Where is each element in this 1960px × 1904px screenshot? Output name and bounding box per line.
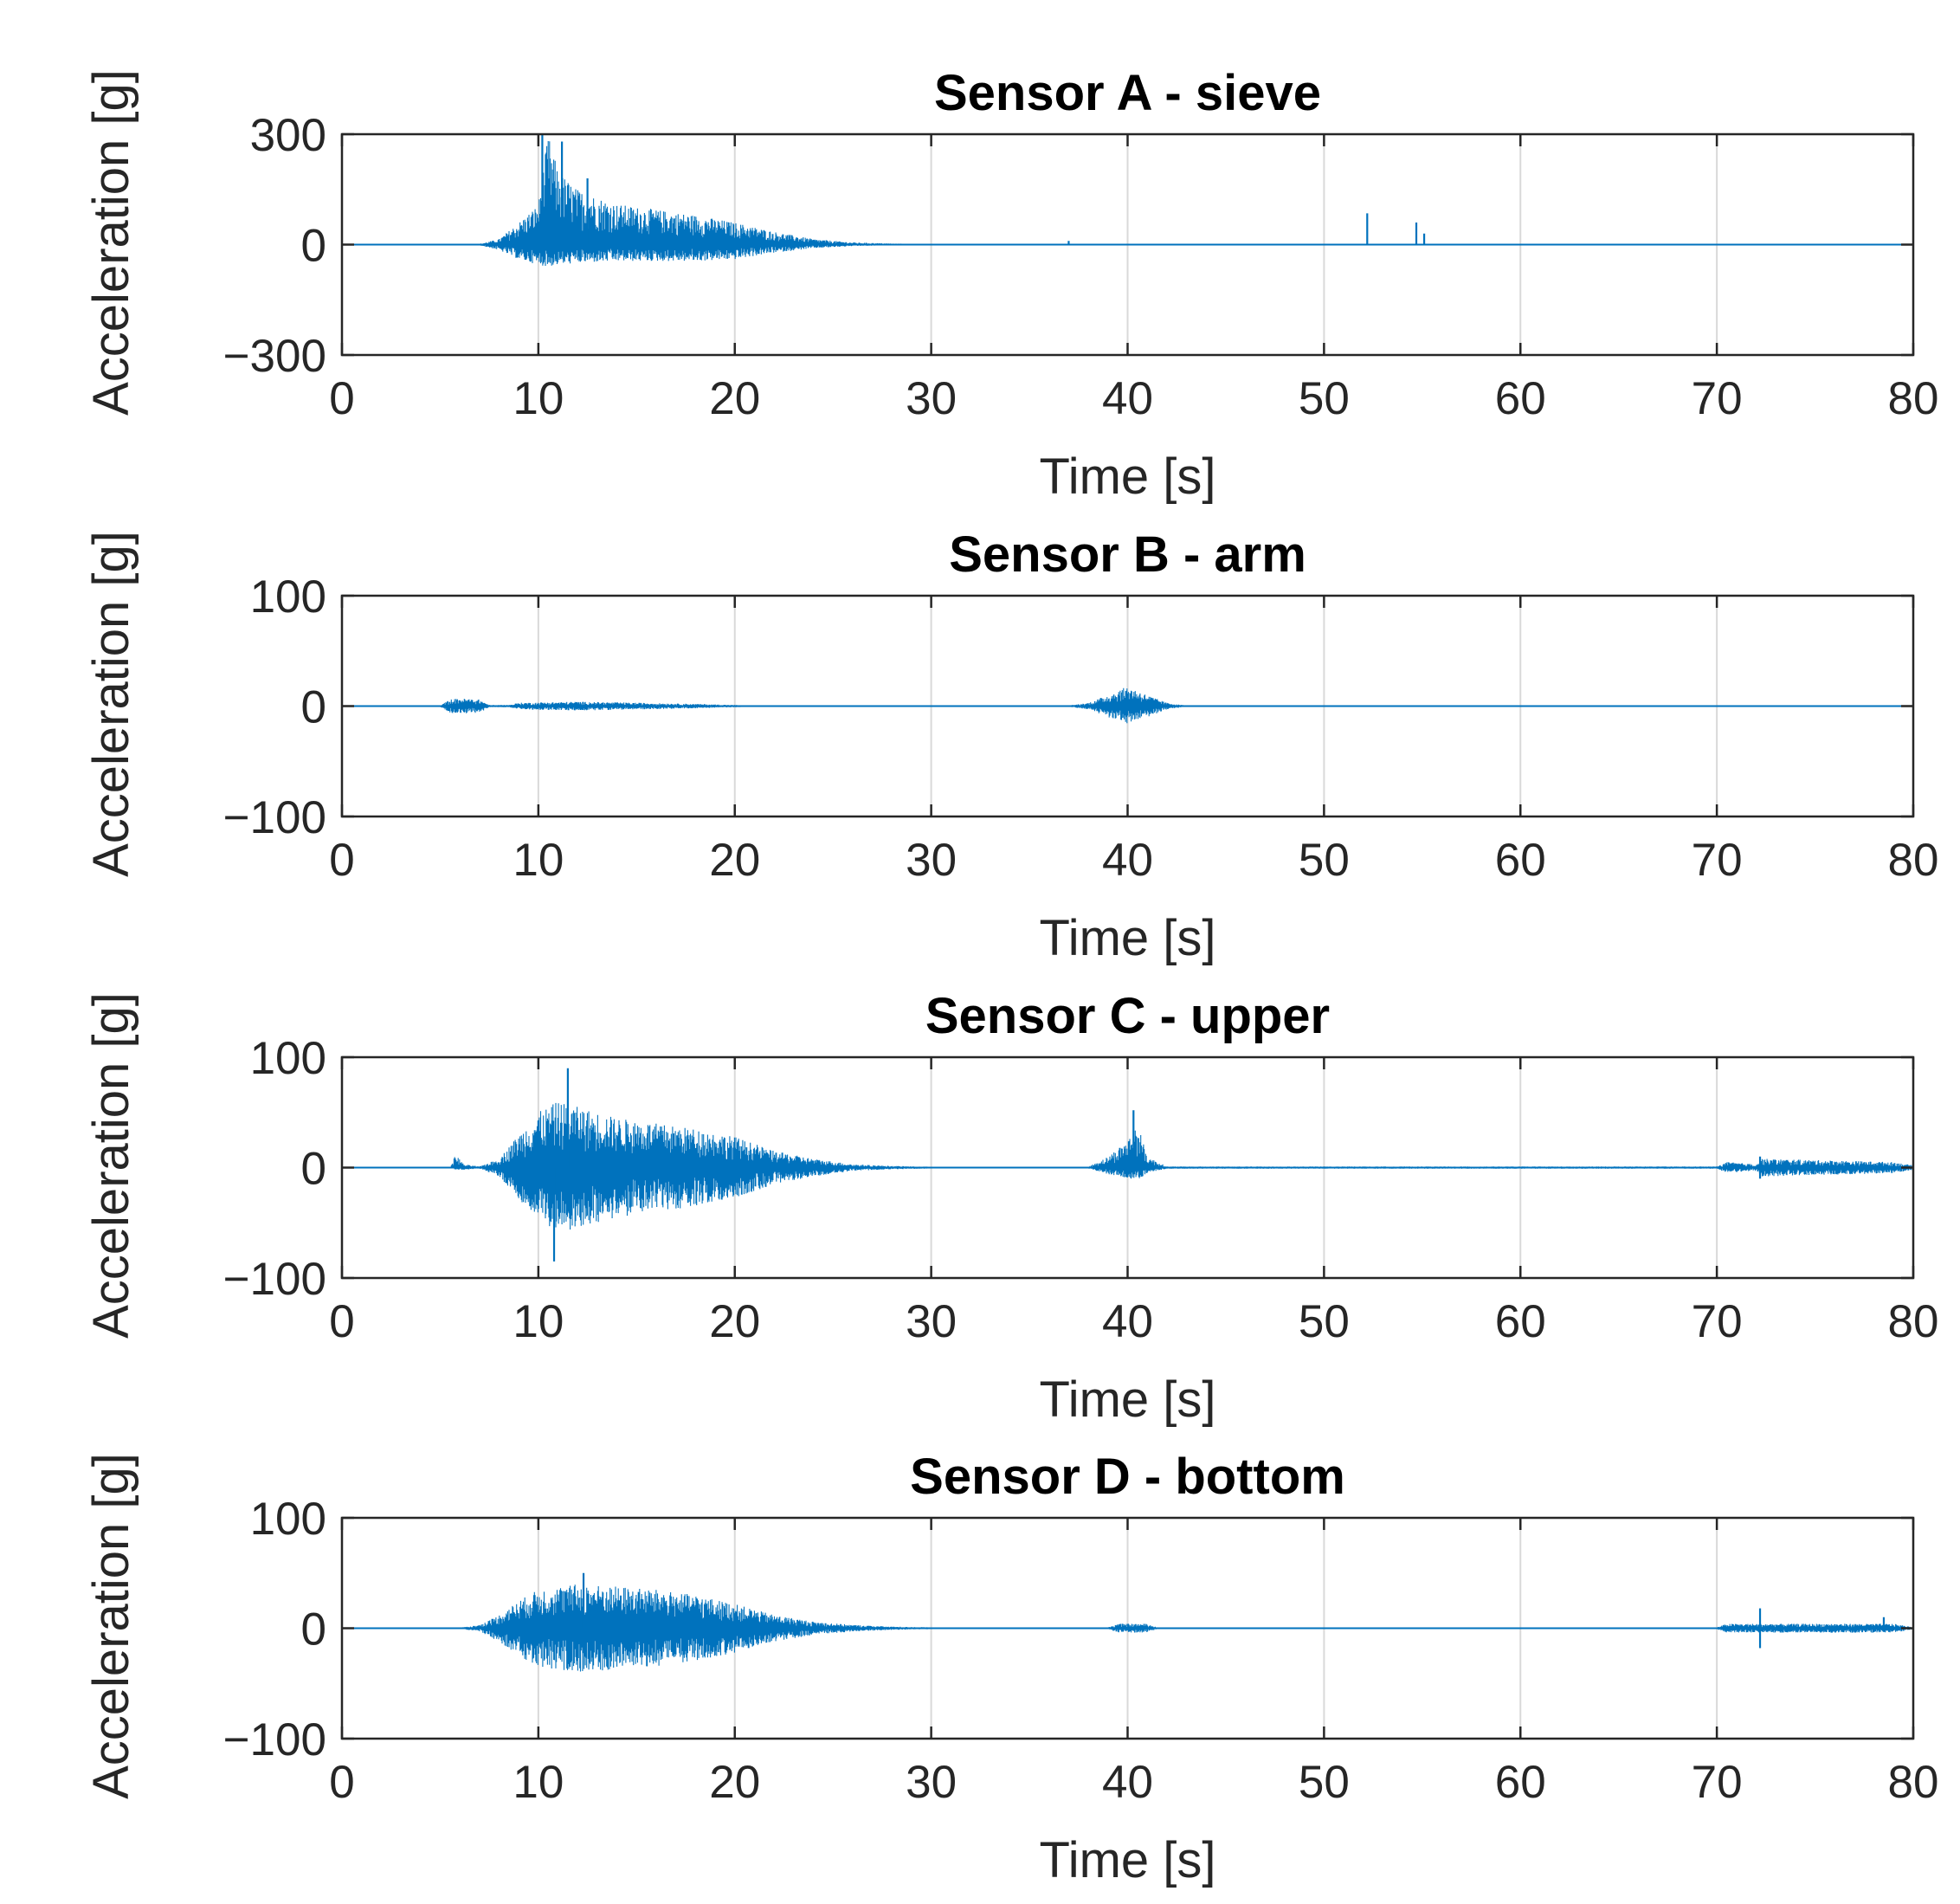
x-tick-label: 70: [1692, 1296, 1743, 1347]
x-tick-label: 30: [906, 373, 957, 424]
y-tick-label: −100: [223, 1714, 326, 1765]
x-tick-label: 80: [1888, 1296, 1939, 1347]
x-tick-label: 50: [1299, 835, 1350, 886]
x-tick-label: 20: [709, 1757, 760, 1808]
chart-title: Sensor B - arm: [949, 526, 1306, 583]
x-tick-label: 20: [709, 1296, 760, 1347]
x-tick-label: 50: [1299, 1296, 1350, 1347]
x-tick-label: 10: [513, 835, 564, 886]
x-tick-label: 50: [1299, 373, 1350, 424]
y-tick-label: 0: [301, 682, 326, 733]
y-tick-label: −100: [223, 1254, 326, 1305]
y-tick-label: 300: [250, 110, 326, 161]
x-tick-label: 0: [329, 1296, 354, 1347]
y-axis-label: Acceleration [g]: [83, 1453, 139, 1799]
x-tick-label: 10: [513, 373, 564, 424]
x-tick-label: 60: [1495, 835, 1546, 886]
y-tick-label: 0: [301, 1144, 326, 1195]
y-tick-label: 100: [250, 1494, 326, 1545]
x-tick-label: 40: [1102, 1757, 1153, 1808]
x-tick-label: 30: [906, 835, 957, 886]
y-tick-label: −100: [223, 792, 326, 843]
x-tick-label: 80: [1888, 373, 1939, 424]
x-tick-label: 0: [329, 1757, 354, 1808]
y-tick-label: 100: [250, 571, 326, 623]
x-tick-label: 70: [1692, 1757, 1743, 1808]
x-tick-label: 10: [513, 1757, 564, 1808]
y-axis-label: Acceleration [g]: [83, 531, 139, 877]
x-tick-label: 40: [1102, 835, 1153, 886]
x-tick-label: 30: [906, 1757, 957, 1808]
x-axis-label: Time [s]: [1039, 910, 1215, 966]
x-tick-label: 70: [1692, 835, 1743, 886]
y-tick-label: −300: [223, 331, 326, 382]
chart-title: Sensor D - bottom: [910, 1449, 1345, 1505]
y-tick-label: 100: [250, 1033, 326, 1084]
x-tick-label: 10: [513, 1296, 564, 1347]
x-tick-label: 40: [1102, 373, 1153, 424]
x-tick-label: 50: [1299, 1757, 1350, 1808]
x-tick-label: 0: [329, 835, 354, 886]
chart-title: Sensor A - sieve: [934, 65, 1321, 121]
y-axis-label: Acceleration [g]: [83, 992, 139, 1339]
x-tick-label: 20: [709, 373, 760, 424]
y-tick-label: 0: [301, 1604, 326, 1656]
x-tick-label: 20: [709, 835, 760, 886]
x-axis-label: Time [s]: [1039, 1832, 1215, 1888]
y-tick-label: 0: [301, 221, 326, 272]
y-axis-label: Acceleration [g]: [83, 69, 139, 416]
x-tick-label: 0: [329, 373, 354, 424]
x-tick-label: 60: [1495, 1296, 1546, 1347]
x-tick-label: 60: [1495, 373, 1546, 424]
x-tick-label: 40: [1102, 1296, 1153, 1347]
x-tick-label: 30: [906, 1296, 957, 1347]
x-tick-label: 70: [1692, 373, 1743, 424]
x-axis-label: Time [s]: [1039, 1372, 1215, 1428]
x-axis-label: Time [s]: [1039, 449, 1215, 505]
x-tick-label: 80: [1888, 835, 1939, 886]
chart-title: Sensor C - upper: [925, 988, 1330, 1044]
x-tick-label: 80: [1888, 1757, 1939, 1808]
x-tick-label: 60: [1495, 1757, 1546, 1808]
